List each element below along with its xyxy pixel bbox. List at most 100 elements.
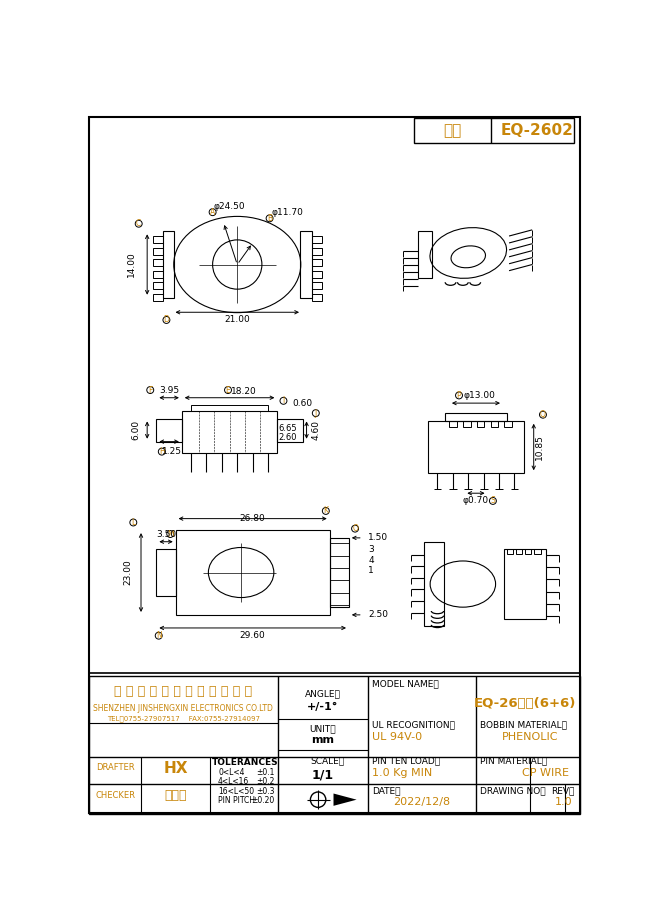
Text: DRAWING NO：: DRAWING NO：	[480, 786, 545, 795]
Text: PIN TEN LOAD：: PIN TEN LOAD：	[372, 757, 440, 765]
Text: 2.60: 2.60	[279, 433, 297, 442]
Text: J: J	[315, 409, 317, 417]
Text: 型号: 型号	[444, 123, 462, 138]
Bar	[163, 231, 174, 297]
Text: SCALE：: SCALE：	[310, 757, 345, 765]
Text: EQ-2602: EQ-2602	[501, 123, 574, 138]
Text: ±0.2: ±0.2	[256, 777, 274, 787]
Text: ANGLE：: ANGLE：	[305, 689, 341, 698]
Text: P: P	[456, 391, 461, 400]
Text: 6.65: 6.65	[279, 424, 297, 433]
Text: 23.00: 23.00	[123, 560, 133, 586]
Text: E: E	[226, 386, 231, 394]
Text: EQ-26立式(6+6): EQ-26立式(6+6)	[473, 697, 576, 710]
Text: ±0.1: ±0.1	[256, 768, 274, 777]
Text: 1.0: 1.0	[554, 797, 572, 807]
Text: Q: Q	[540, 410, 546, 419]
Bar	[312, 259, 322, 266]
Text: 26.80: 26.80	[240, 514, 266, 523]
Bar	[503, 550, 546, 619]
Text: 29.60: 29.60	[240, 631, 266, 640]
Bar	[525, 550, 532, 554]
Text: N: N	[156, 631, 161, 640]
Bar	[312, 248, 322, 254]
Polygon shape	[334, 794, 357, 806]
Text: HX: HX	[163, 762, 188, 776]
Text: MODEL NAME：: MODEL NAME：	[372, 680, 439, 689]
Text: B: B	[267, 214, 272, 223]
Bar	[89, 676, 580, 813]
Text: 3: 3	[368, 545, 374, 554]
Text: CP WIRE: CP WIRE	[522, 768, 569, 778]
Bar	[157, 550, 176, 596]
Bar	[153, 271, 163, 277]
Bar	[191, 405, 268, 411]
Text: φ13.00: φ13.00	[464, 391, 496, 400]
Bar	[505, 421, 512, 427]
Text: A: A	[210, 207, 215, 216]
Bar	[312, 236, 322, 243]
Bar	[182, 411, 278, 453]
Text: REV：: REV：	[551, 786, 575, 795]
Text: O: O	[352, 524, 358, 533]
Text: +/-1°: +/-1°	[307, 703, 338, 712]
Text: 4: 4	[368, 555, 374, 565]
Text: PHENOLIC: PHENOLIC	[502, 731, 558, 741]
Text: 1: 1	[368, 566, 374, 576]
Text: UL RECOGNITION：: UL RECOGNITION：	[372, 720, 455, 729]
Text: K: K	[323, 507, 328, 516]
Text: F: F	[148, 386, 152, 394]
Text: ±0.20: ±0.20	[251, 796, 274, 805]
Bar	[445, 414, 507, 421]
Bar	[278, 418, 303, 442]
Bar	[153, 248, 163, 254]
Bar	[490, 421, 498, 427]
Text: M: M	[167, 530, 174, 539]
Bar	[463, 421, 471, 427]
Text: 2022/12/8: 2022/12/8	[394, 797, 451, 807]
Text: TEL：0755-27907517    FAX:0755-27914097: TEL：0755-27907517 FAX:0755-27914097	[107, 716, 260, 722]
Text: UL 94V-0: UL 94V-0	[372, 731, 422, 741]
Text: ±0.3: ±0.3	[256, 787, 274, 796]
Text: 6.00: 6.00	[131, 420, 140, 440]
Bar	[449, 421, 456, 427]
Bar	[153, 259, 163, 266]
Text: DATE：: DATE：	[372, 786, 400, 795]
Bar	[428, 421, 524, 473]
Text: S: S	[490, 496, 495, 506]
Text: BOBBIN MATERIAL：: BOBBIN MATERIAL：	[480, 720, 567, 729]
Text: DRAFTER: DRAFTER	[96, 763, 135, 772]
Text: 1.25: 1.25	[162, 447, 182, 456]
Text: CHECKER: CHECKER	[95, 791, 136, 800]
Text: 1/1: 1/1	[311, 768, 334, 782]
Bar	[153, 236, 163, 243]
Text: L: L	[131, 518, 135, 527]
Text: UNIT：: UNIT：	[310, 724, 336, 733]
Text: I: I	[282, 396, 285, 405]
Bar	[157, 418, 182, 442]
Bar	[330, 538, 349, 607]
Text: 0.60: 0.60	[293, 399, 313, 408]
Text: 1.50: 1.50	[368, 533, 389, 542]
Text: 杨柏林: 杨柏林	[165, 789, 187, 802]
Text: 21.00: 21.00	[225, 316, 250, 324]
Text: SHENZHEN JINSHENGXIN ELECTRONICS CO.LTD: SHENZHEN JINSHENGXIN ELECTRONICS CO.LTD	[93, 705, 274, 713]
Bar	[176, 530, 330, 615]
Text: H: H	[159, 447, 165, 456]
Bar	[415, 118, 574, 143]
Text: 4<L<16: 4<L<16	[218, 777, 249, 787]
Text: C: C	[136, 219, 141, 228]
Text: 1.0 Kg MIN: 1.0 Kg MIN	[372, 768, 432, 778]
Text: 0<L<4: 0<L<4	[218, 768, 244, 777]
Bar	[153, 282, 163, 289]
Text: 14.00: 14.00	[127, 251, 135, 277]
Bar	[312, 294, 322, 301]
Text: 18.20: 18.20	[231, 387, 256, 396]
Text: 深 圳 市 金 盛 鑫 科 技 有 限 公 司: 深 圳 市 金 盛 鑫 科 技 有 限 公 司	[114, 685, 253, 698]
Bar	[424, 542, 443, 626]
Text: 2.50: 2.50	[368, 611, 388, 619]
Text: φ0.70: φ0.70	[463, 496, 489, 506]
Text: PIN PITCH: PIN PITCH	[218, 796, 255, 805]
Bar	[418, 231, 432, 277]
Bar	[477, 421, 485, 427]
